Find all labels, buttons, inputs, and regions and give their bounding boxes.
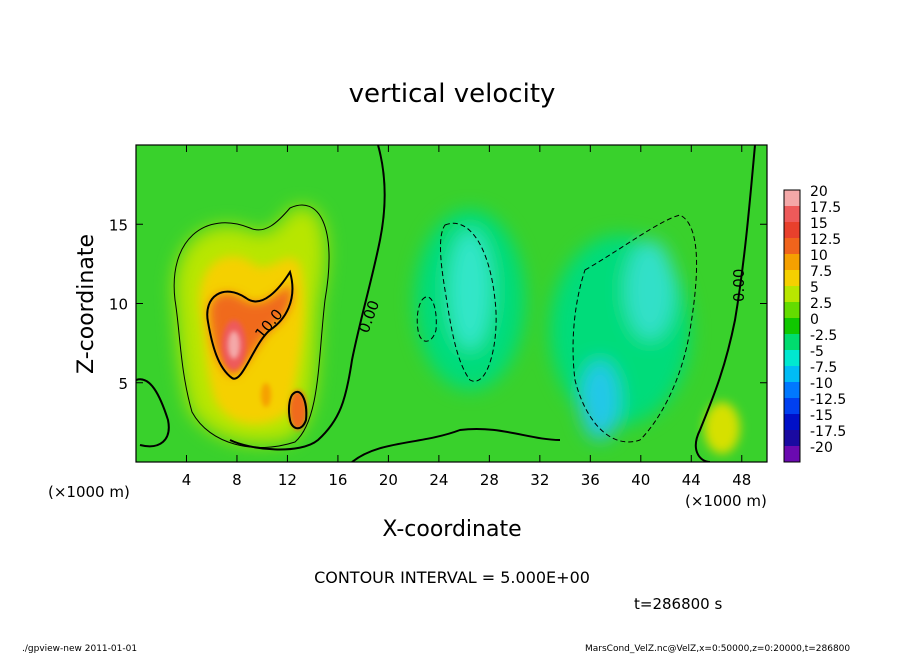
- colorbar-swatch-11: [784, 366, 800, 383]
- colorbar-label-13: -12.5: [810, 392, 846, 408]
- x-axis-ticks: 4 8 12 16 20 24 28 32 36 40 44 48: [182, 145, 751, 489]
- chart-title: vertical velocity: [349, 79, 556, 109]
- contour-0-left: [229, 145, 386, 451]
- x-tick-label-10: 44: [682, 471, 701, 489]
- colorbar-label-16: -20: [810, 440, 833, 456]
- contour-0-bottom: [351, 428, 561, 462]
- updraft-tertiary: [261, 383, 271, 407]
- downdraft-core-right-2: [625, 240, 675, 340]
- colorbar-label-11: -7.5: [810, 360, 837, 376]
- colorbar-swatch-13: [784, 398, 800, 415]
- colorbar-swatch-2: [784, 222, 800, 239]
- contour-interval-text: CONTOUR INTERVAL = 5.000E+00: [314, 568, 590, 587]
- colorbar-swatch-1: [784, 206, 800, 223]
- colorbar-label-2: 15: [810, 216, 828, 232]
- colorbar-swatch-10: [784, 350, 800, 367]
- updraft-core-peak: [228, 331, 240, 359]
- updraft-right: [704, 402, 740, 454]
- colorbar-label-14: -15: [810, 408, 833, 424]
- colorbar-swatch-16: [784, 446, 800, 463]
- colorbar-swatch-6: [784, 286, 800, 303]
- colorbar-label-5: 7.5: [810, 264, 832, 280]
- x-tick-label-4: 20: [379, 471, 398, 489]
- colorbar-label-9: -2.5: [810, 328, 837, 344]
- colorbar-label-10: -5: [810, 344, 824, 360]
- x-tick-label-2: 12: [278, 471, 297, 489]
- contour-0-right: [694, 145, 756, 462]
- footer-left: ./gpview-new 2011-01-01: [22, 644, 137, 654]
- colorbar: 2017.51512.5107.552.50-2.5-5-7.5-10-12.5…: [783, 184, 846, 463]
- x-tick-label-5: 24: [429, 471, 448, 489]
- x-unit-label-left: (×1000 m): [48, 483, 130, 501]
- x-unit-label-right: (×1000 m): [685, 492, 767, 510]
- colorbar-label-3: 12.5: [810, 232, 841, 248]
- y-tick-label-2: 15: [109, 216, 128, 234]
- contour-neg5-a: [439, 222, 497, 382]
- downdraft-core-left: [448, 230, 492, 350]
- contour-10: [206, 269, 294, 380]
- x-tick-label-1: 8: [232, 471, 242, 489]
- contour-10-secondary: [287, 390, 308, 430]
- colorbar-label-7: 2.5: [810, 296, 832, 312]
- footer-right: MarsCond_VelZ.nc@VelZ,x=0:50000,z=0:2000…: [585, 644, 850, 654]
- time-text: t=286800 s: [634, 595, 722, 613]
- colorbar-swatch-12: [784, 382, 800, 399]
- x-tick-label-6: 28: [480, 471, 499, 489]
- updraft-secondary: [289, 390, 307, 430]
- x-tick-label-7: 32: [530, 471, 549, 489]
- colorbar-swatch-14: [784, 414, 800, 431]
- colorbar-swatch-0: [784, 190, 800, 207]
- colorbar-swatch-5: [784, 270, 800, 287]
- colorbar-swatch-3: [784, 238, 800, 255]
- y-axis-ticks: 5 10 15: [109, 216, 767, 393]
- y-axis-title: Z-coordinate: [74, 234, 99, 374]
- colorbar-label-4: 10: [810, 248, 828, 264]
- colorbar-label-1: 17.5: [810, 200, 841, 216]
- colorbar-label-12: -10: [810, 376, 833, 392]
- x-tick-label-8: 36: [581, 471, 600, 489]
- contours: [136, 145, 756, 462]
- x-tick-label-3: 16: [328, 471, 347, 489]
- colorbar-label-6: 5: [810, 280, 819, 296]
- plot-area: 10.0 0.00 0.00: [136, 145, 767, 462]
- colorbar-label-15: -17.5: [810, 424, 846, 440]
- contour-neg5-c: [416, 296, 437, 342]
- downdraft-core-right: [580, 360, 620, 440]
- colorbar-swatch-15: [784, 430, 800, 447]
- x-tick-label-9: 40: [631, 471, 650, 489]
- colorbar-swatch-9: [784, 334, 800, 351]
- negative-regions: [415, 210, 690, 440]
- x-tick-label-11: 48: [732, 471, 751, 489]
- updraft-regions: [174, 206, 740, 454]
- y-tick-label-1: 10: [109, 296, 128, 314]
- contour-neg5-b: [572, 214, 698, 443]
- y-tick-label-0: 5: [118, 375, 128, 393]
- colorbar-label-8: 0: [810, 312, 819, 328]
- colorbar-label-0: 20: [810, 184, 828, 200]
- colorbar-swatch-4: [784, 254, 800, 271]
- colorbar-swatch-8: [784, 318, 800, 335]
- contour-0-base: [136, 378, 170, 448]
- colorbar-frame: [783, 189, 801, 463]
- colorbar-swatch-7: [784, 302, 800, 319]
- x-axis-title: X-coordinate: [382, 517, 521, 542]
- contour-label-0-right: 0.00: [730, 269, 748, 302]
- contour-5-outer: [173, 204, 330, 448]
- x-tick-label-0: 4: [182, 471, 192, 489]
